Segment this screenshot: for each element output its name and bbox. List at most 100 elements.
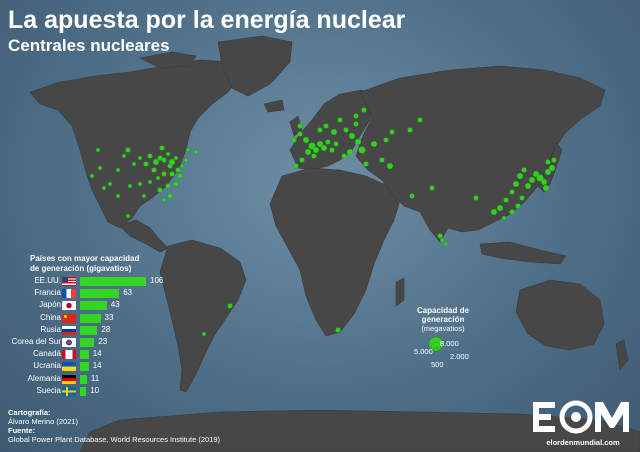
new-zealand-land <box>615 339 629 371</box>
sea-islands-land <box>479 241 567 265</box>
nuclear-plant-marker <box>152 158 160 166</box>
nuclear-plant-marker <box>137 155 143 161</box>
nuclear-plant-marker <box>379 157 385 163</box>
nuclear-plant-marker <box>524 182 532 190</box>
germany-flag-icon <box>62 374 76 384</box>
nuclear-plant-marker <box>346 148 354 156</box>
nuclear-plant-marker <box>316 140 324 148</box>
nuclear-plant-marker <box>417 117 423 123</box>
nuclear-plant-marker <box>516 172 524 180</box>
nuclear-plant-marker <box>304 148 312 156</box>
nuclear-plant-marker <box>127 183 133 189</box>
nuclear-plant-marker <box>323 123 329 129</box>
cartography-value: Álvaro Merino (2021) <box>8 417 79 426</box>
nuclear-plant-marker <box>437 233 443 239</box>
nuclear-plant-marker <box>528 176 536 184</box>
nuclear-plant-marker <box>115 193 121 199</box>
nuclear-plant-marker <box>173 181 179 187</box>
bar-country-label: Corea del Sur <box>11 337 61 346</box>
nuclear-plant-marker <box>227 303 233 309</box>
bar-value-label: 43 <box>110 300 120 310</box>
bar-country-label: Rusia <box>40 324 61 334</box>
nuclear-plant-marker <box>330 128 338 136</box>
nuclear-plant-marker <box>361 107 367 113</box>
china-flag-icon <box>62 313 76 323</box>
bar-value-label: 14 <box>92 349 102 359</box>
nuclear-plant-marker <box>183 157 189 163</box>
bar-row-canada: Canadá 14 <box>4 349 174 360</box>
nuclear-plant-marker <box>363 161 369 167</box>
bar-value-label: 10 <box>90 385 100 395</box>
source-label: Fuente: <box>8 426 36 435</box>
ukraine-flag-icon <box>62 362 76 372</box>
nuclear-plant-marker <box>409 193 415 199</box>
bar-row-japan: Japón 43 <box>4 300 174 311</box>
nuclear-plant-marker <box>159 145 165 151</box>
ranking-title-line2: de generación (gigavatios) <box>30 264 132 273</box>
bar-south-korea <box>80 338 95 347</box>
nuclear-plant-marker <box>515 203 521 209</box>
nuclear-plant-marker <box>141 193 147 199</box>
sweden-flag-icon <box>62 386 76 396</box>
nuclear-plant-marker <box>147 153 153 159</box>
south-korea-flag-icon <box>62 338 76 347</box>
page-subtitle: Centrales nucleares <box>8 36 170 55</box>
iceland-land <box>263 99 285 113</box>
legend-unit: (megavatios) <box>421 324 465 333</box>
bar-value-label: 23 <box>98 337 108 346</box>
nuclear-plant-marker <box>125 147 131 153</box>
legend-circle-size <box>434 348 438 352</box>
ranking-title: Países con mayor capacidad de generación… <box>30 254 139 274</box>
nuclear-plant-marker <box>386 162 394 170</box>
bar-sweden <box>80 386 87 396</box>
bar-row-usa: EE.UU. 106 <box>4 276 174 286</box>
nuclear-plant-marker <box>299 157 305 163</box>
nuclear-plant-marker <box>121 153 127 159</box>
nuclear-plant-marker <box>337 117 343 123</box>
bar-row-ukraine: Ucrania 14 <box>4 361 174 372</box>
legend-label-8000: 8.000 <box>440 339 459 348</box>
nuclear-plant-marker <box>173 155 179 161</box>
legend-label-5000: 5.000 <box>414 347 433 356</box>
nuclear-plant-marker <box>193 149 199 155</box>
nuclear-plant-marker <box>161 171 167 177</box>
nuclear-plant-marker <box>151 167 157 173</box>
nuclear-plant-marker <box>353 121 359 127</box>
nuclear-plant-marker <box>341 153 347 159</box>
bar-country-label: China <box>40 312 61 322</box>
nuclear-plant-marker <box>439 237 445 243</box>
nuclear-plant-marker <box>165 151 171 157</box>
nuclear-plant-marker <box>137 181 143 187</box>
bar-ukraine <box>80 362 89 372</box>
nuclear-plant-marker <box>325 139 331 145</box>
nuclear-plant-marker <box>175 167 181 173</box>
bar-country-label: Francia <box>34 288 61 298</box>
bar-row-france: Francia 63 <box>4 288 174 299</box>
nuclear-plant-marker <box>358 146 366 154</box>
nuclear-plant-marker <box>407 127 413 133</box>
bar-country-label: EE.UU. <box>34 276 61 285</box>
bar-japan <box>80 301 107 311</box>
legend-size-circles <box>428 336 444 352</box>
nuclear-plant-marker <box>443 241 449 247</box>
nuclear-plant-marker <box>169 171 175 177</box>
nuclear-plant-marker <box>165 183 171 189</box>
russia-flag-icon <box>62 325 76 335</box>
nuclear-plant-marker <box>501 215 507 221</box>
bar-row-russia: Rusia 28 <box>4 325 174 335</box>
bar-country-label: Ucrania <box>33 361 61 371</box>
nuclear-plant-marker <box>542 184 550 192</box>
nuclear-plant-marker <box>185 147 191 153</box>
greenland-land <box>217 35 293 97</box>
nuclear-plant-marker <box>548 164 556 172</box>
france-flag-icon <box>62 289 76 299</box>
south-america-land <box>159 239 247 393</box>
canada-flag-icon <box>62 350 76 360</box>
nuclear-plant-marker <box>311 153 317 159</box>
ranking-title-line1: Países con mayor capacidad <box>30 254 140 263</box>
nuclear-plant-marker <box>473 195 479 201</box>
bar-country-label: Suecia <box>36 385 61 395</box>
page-title: La apuesta por la energía nuclear <box>8 6 406 34</box>
